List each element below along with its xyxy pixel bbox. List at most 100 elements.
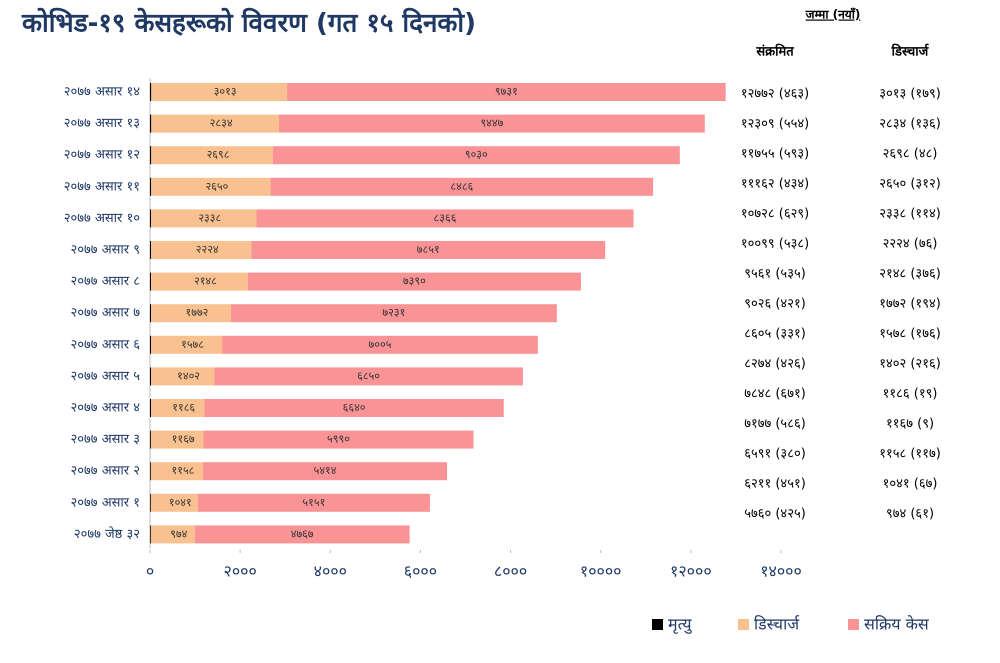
x-tick-label: ६००० <box>404 562 437 581</box>
data-label: ६६४० <box>343 401 366 414</box>
bar-segment <box>150 493 151 512</box>
y-tick-label: २०७७ असार १० <box>64 211 140 226</box>
table-cell: १०४१ (६७) <box>883 477 938 492</box>
table-cell: ९०२६ (४२१) <box>744 297 806 312</box>
data-label: ७८५१ <box>417 243 440 256</box>
table-header: संक्रमित <box>755 44 794 60</box>
data-label: ७००५ <box>369 338 392 351</box>
bar-segment <box>222 335 538 354</box>
legend-swatch <box>652 619 663 630</box>
table-cell: १२७७२ (४६३) <box>741 87 809 102</box>
bar-segment <box>214 367 523 386</box>
y-tick-label: २०७७ जेष्ठ ३२ <box>74 526 140 542</box>
bar-segment <box>150 525 151 544</box>
table-cell: ६५९१ (३८०) <box>744 447 806 462</box>
bar-segment <box>150 399 151 417</box>
x-tick-label: १४००० <box>760 562 802 581</box>
x-tick-label: १२००० <box>670 562 712 581</box>
data-label: १५७८ <box>181 338 204 351</box>
bar-segment <box>151 272 248 291</box>
bar-segment <box>151 241 252 259</box>
x-tick-label: ४००० <box>314 562 347 581</box>
y-tick-label: २०७७ असार ५ <box>71 369 141 384</box>
legend-label: डिस्चार्ज <box>754 615 800 634</box>
y-tick-label: २०७७ असार ९ <box>71 243 140 258</box>
bar-segment <box>150 525 195 544</box>
bar-segment <box>194 525 410 544</box>
y-tick-label: २०७७ असार ११ <box>64 179 140 194</box>
table-cell: ११६७ (९) <box>886 417 934 432</box>
legend-swatch <box>738 619 749 630</box>
table-cell: १०७२८ (६२९) <box>741 207 809 222</box>
data-label: ७३९० <box>403 275 426 288</box>
bar-segment <box>150 462 204 481</box>
data-label: ९७४ <box>170 527 187 540</box>
table-cell: १५७८ (१७६) <box>879 327 941 342</box>
y-tick-label: २०७७ असार ४ <box>71 401 141 416</box>
bar-segment <box>150 335 223 354</box>
table-cell: ३०१३ (१७९) <box>879 87 941 102</box>
bar-segment <box>150 493 198 512</box>
data-label: ९०३० <box>465 148 488 161</box>
table-cell: ८२७४ (४२६) <box>744 357 806 372</box>
bar-segment <box>150 367 215 386</box>
bar-segment <box>150 209 152 228</box>
bar-segment <box>278 114 705 133</box>
data-label: ११५८ <box>172 464 195 477</box>
y-tick-label: २०७७ असार ८ <box>71 274 141 289</box>
table-cell: २३३८ (११४) <box>879 207 941 222</box>
table-cell: ६२११ (४५१) <box>744 477 806 492</box>
data-label: ५४१४ <box>314 464 337 477</box>
bar-segment <box>203 430 474 449</box>
bar-segment <box>150 399 205 417</box>
y-tick-label: २०७७ असार ६ <box>71 337 141 352</box>
table-cell: ७१७७ (५८६) <box>744 417 806 432</box>
data-label: २१४८ <box>194 275 217 288</box>
data-label: ११६७ <box>172 433 195 446</box>
x-tick-label: ० <box>146 562 154 581</box>
legend-label: सक्रिय केस <box>864 615 930 634</box>
data-label: २३३८ <box>198 211 221 224</box>
table-cell: ९५६१ (५३५) <box>744 267 806 282</box>
table-cell: १११६२ (४३४) <box>741 177 809 192</box>
data-label: २६५० <box>205 180 228 193</box>
y-tick-label: २०७७ असार ७ <box>71 306 141 321</box>
bar-segment <box>150 114 152 133</box>
data-label: ५१५१ <box>302 496 325 509</box>
table-cell: ११५८ (११७) <box>879 447 941 462</box>
bar-segment <box>150 462 151 481</box>
x-tick-label: ८००० <box>494 562 527 581</box>
data-label: ३०१३ <box>214 85 237 98</box>
data-label: ५९९० <box>327 433 350 446</box>
bar-segment <box>270 177 654 196</box>
table-cell: ९७४ (६१) <box>886 507 934 522</box>
table-cell: २८३४ (१३६) <box>879 117 941 132</box>
data-label: ११८६ <box>172 401 195 414</box>
table-cell: १४०२ (२१६) <box>879 357 941 372</box>
bar-segment <box>150 430 204 449</box>
chart-title: कोभिड-१९ केसहरूको विवरण (गत १५ दिनको) <box>21 8 476 39</box>
bar-segment <box>151 304 231 323</box>
legend-swatch <box>848 619 859 630</box>
x-tick-label: १०००० <box>580 562 622 581</box>
legend-label: मृत्यु <box>668 615 692 635</box>
y-tick-label: २०७७ असार ३ <box>71 432 140 447</box>
table-cell: २२२४ (७६) <box>883 237 938 252</box>
bar-segment <box>197 493 430 512</box>
bar-segment <box>287 83 726 101</box>
table-title: जम्मा (नयाँ) <box>805 8 861 22</box>
bar-segment <box>151 177 271 196</box>
bar-segment <box>203 462 448 481</box>
bar-segment <box>151 146 273 165</box>
bar-segment <box>151 209 257 228</box>
bar-segment <box>204 399 504 417</box>
data-label: ९७३१ <box>495 85 518 98</box>
data-label: ४७६७ <box>291 527 314 540</box>
table-cell: १७७२ (१९४) <box>879 297 941 312</box>
table-cell: २६९८ (४८) <box>883 147 938 162</box>
bar-segment <box>150 272 152 291</box>
data-label: ६८५० <box>357 369 380 382</box>
y-tick-label: २०७७ असार १४ <box>64 85 140 100</box>
table-cell: ७८४८ (६७१) <box>744 387 806 402</box>
